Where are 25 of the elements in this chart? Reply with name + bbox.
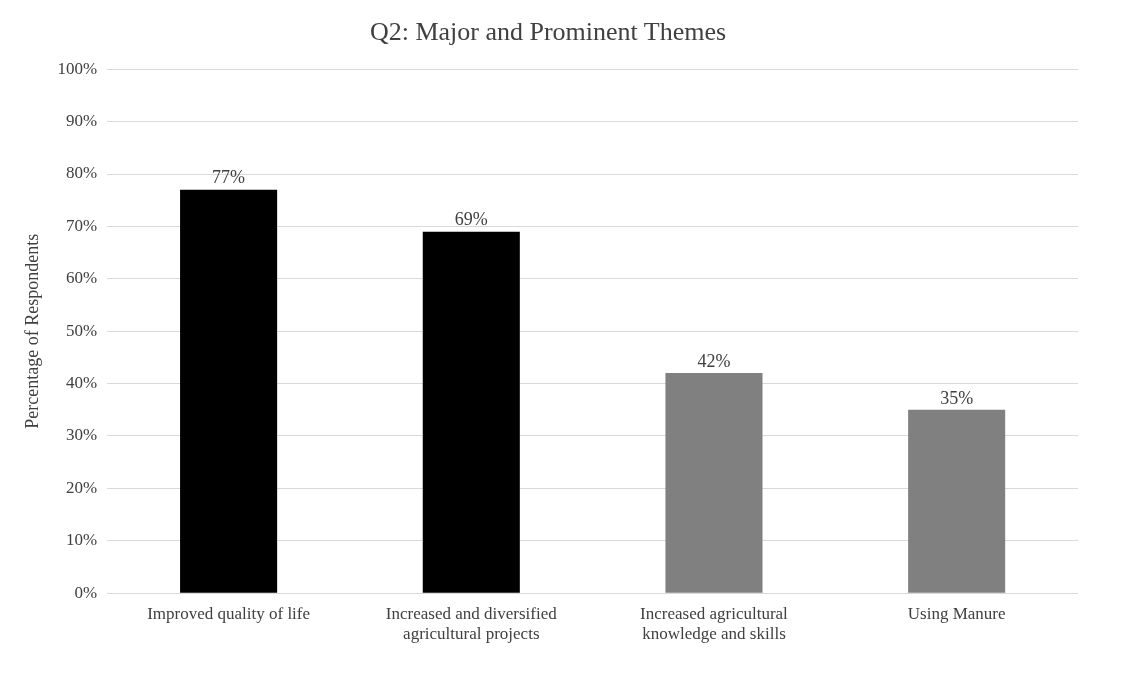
y-tick-label: 20% [66,477,98,497]
x-tick-label: Increased and diversified agricultural projects [385,603,558,644]
y-tick-label: 10% [66,530,98,550]
x-tick-label: Using Manure [907,603,1006,623]
y-tick-label: 70% [66,215,98,235]
y-tick-label: 60% [66,268,98,288]
data-label: 69% [454,209,488,230]
data-label: 35% [940,387,974,408]
x-tick-label: Improved quality of life [147,603,311,623]
y-tick-label: 40% [66,373,98,393]
data-label: 77% [212,167,246,188]
y-tick-label: 80% [66,163,98,183]
bar [180,189,278,593]
bar [665,373,763,593]
y-axis-title: Percentage of Respondents [21,233,42,429]
bar [422,231,520,593]
y-tick-label: 0% [74,582,98,602]
x-tick-label: Increased agricultural knowledge and skills [640,603,789,644]
y-tick-label: 50% [66,320,98,340]
chart-title: Q2: Major and Prominent Themes [369,17,727,47]
y-tick-label: 90% [66,111,98,131]
y-tick-label: 30% [66,425,98,445]
bar [908,409,1006,593]
y-tick-label: 100% [57,58,98,78]
data-label: 42% [697,350,731,371]
